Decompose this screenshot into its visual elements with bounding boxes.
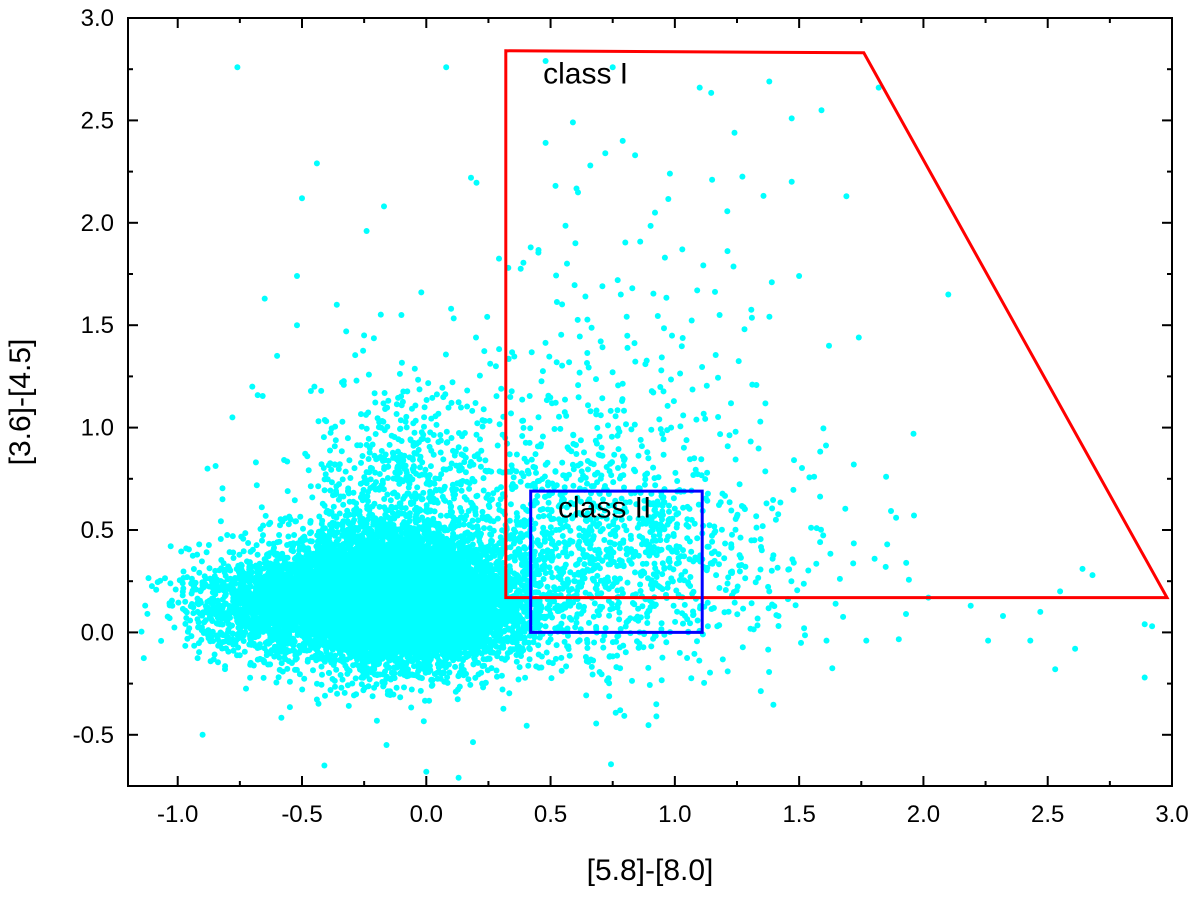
data-point [336, 510, 343, 517]
data-points-layer [138, 58, 1156, 781]
data-point [345, 702, 352, 709]
data-point [467, 681, 474, 688]
data-point [285, 533, 292, 540]
data-point [330, 503, 337, 510]
data-point [494, 673, 500, 680]
data-point [353, 691, 360, 698]
data-point [314, 680, 320, 687]
data-point [332, 652, 339, 659]
data-point [318, 663, 325, 670]
data-point [373, 717, 380, 724]
data-point [327, 687, 334, 693]
data-point [351, 517, 358, 523]
data-point [380, 683, 387, 690]
data-point [369, 693, 376, 700]
data-point [350, 662, 357, 669]
data-point [506, 690, 513, 697]
data-point [450, 530, 457, 537]
data-point [352, 675, 359, 682]
data-point [417, 687, 424, 694]
data-point [350, 489, 357, 496]
data-point [341, 689, 348, 696]
data-point [365, 683, 372, 690]
data-point [287, 516, 294, 523]
data-point [299, 686, 306, 693]
data-point [344, 682, 351, 689]
data-point [422, 697, 428, 704]
data-point [389, 674, 396, 681]
data-point [339, 476, 346, 483]
data-point [275, 674, 282, 681]
data-point [414, 484, 421, 491]
data-point [301, 675, 308, 682]
data-point [426, 697, 433, 704]
data-point [284, 488, 291, 495]
data-point [399, 651, 406, 658]
data-point [420, 489, 427, 496]
data-point [522, 674, 529, 681]
data-point [388, 669, 395, 676]
data-point [309, 538, 315, 545]
data-point [253, 542, 260, 549]
data-point [291, 532, 298, 538]
data-point [401, 684, 407, 691]
data-point [318, 681, 325, 688]
data-point [338, 684, 345, 691]
data-point [393, 684, 400, 691]
data-point [350, 511, 357, 518]
data-point [253, 482, 260, 489]
data-point [332, 683, 338, 690]
data-point [374, 672, 381, 679]
